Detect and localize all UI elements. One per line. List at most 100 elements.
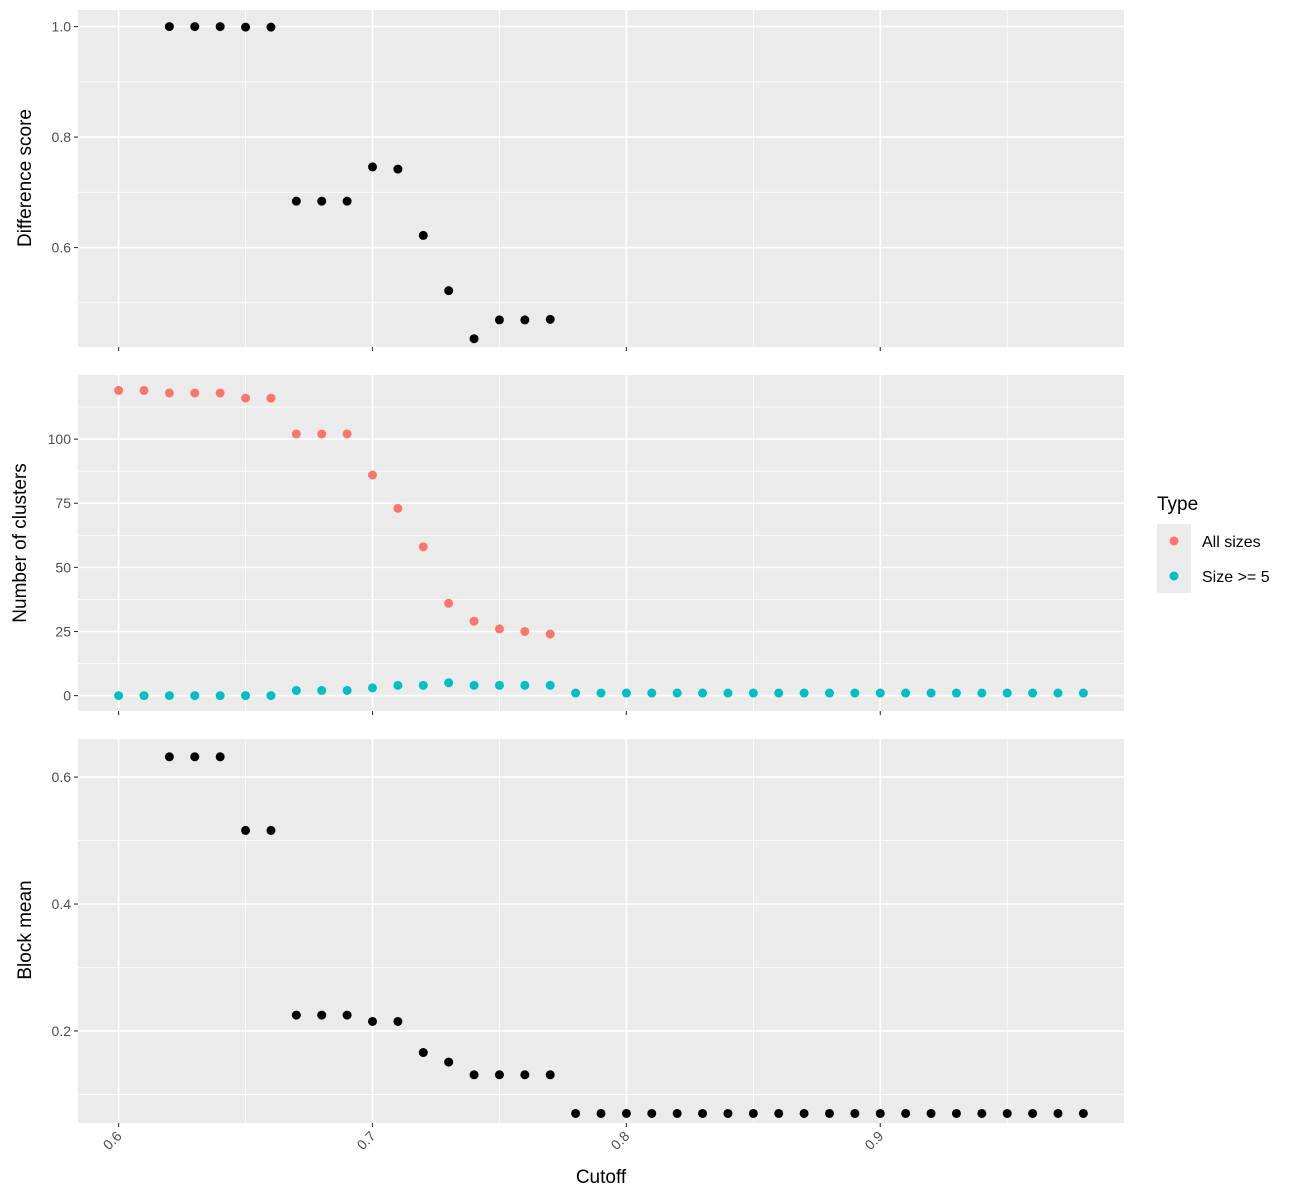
data-point	[190, 691, 200, 701]
data-point	[241, 393, 251, 403]
data-point	[164, 752, 174, 762]
data-point	[241, 825, 251, 835]
data-point	[1028, 688, 1038, 698]
data-point	[393, 680, 403, 690]
data-point	[977, 688, 987, 698]
legend: Type All sizes Size >= 5	[1157, 494, 1270, 593]
data-point	[545, 680, 555, 690]
data-point	[494, 680, 504, 690]
data-point	[1002, 688, 1012, 698]
data-point	[368, 683, 378, 693]
data-point	[901, 1108, 911, 1118]
data-point	[850, 688, 860, 698]
y-tick-label: 1.0	[52, 19, 72, 35]
data-point	[951, 688, 961, 698]
data-point	[875, 688, 885, 698]
data-point	[1053, 1108, 1063, 1118]
y-tick-label: 25	[55, 623, 71, 639]
data-point	[494, 624, 504, 634]
data-point	[190, 22, 200, 32]
panel-background	[78, 375, 1124, 711]
data-point	[799, 688, 809, 698]
data-point	[393, 503, 403, 513]
data-point	[215, 388, 225, 398]
data-point	[1028, 1108, 1038, 1118]
legend-key-size-5	[1169, 571, 1179, 581]
x-tick-label: 0.9	[861, 1128, 886, 1153]
data-point	[342, 196, 352, 206]
data-point	[774, 688, 784, 698]
data-point	[114, 385, 124, 395]
data-point	[393, 164, 403, 174]
data-point	[875, 1108, 885, 1118]
y-axis-title-number-of-clusters: Number of clusters	[10, 463, 31, 622]
y-tick-label: 50	[55, 559, 71, 575]
data-point	[418, 230, 428, 240]
data-point	[469, 616, 479, 626]
data-point	[418, 1048, 428, 1058]
y-tick-label: 0.8	[52, 129, 72, 145]
data-point	[469, 1070, 479, 1080]
data-point	[621, 1108, 631, 1118]
data-point	[190, 388, 200, 398]
data-point	[926, 1108, 936, 1118]
data-point	[266, 825, 276, 835]
data-point	[215, 22, 225, 32]
data-point	[215, 691, 225, 701]
data-point	[291, 429, 301, 439]
data-point	[545, 314, 555, 324]
data-point	[393, 1016, 403, 1026]
panel-background	[78, 739, 1124, 1123]
data-point	[139, 691, 149, 701]
data-point	[266, 691, 276, 701]
data-point	[368, 162, 378, 172]
data-point	[114, 691, 124, 701]
y-axis-title-block-mean: Block mean	[15, 880, 36, 979]
data-point	[774, 1108, 784, 1118]
data-point	[571, 688, 581, 698]
data-point	[977, 1108, 987, 1118]
x-axis-title: Cutoff	[576, 1167, 627, 1188]
x-tick-label: 0.6	[100, 1128, 125, 1153]
panel-background	[78, 10, 1124, 347]
data-point	[647, 1108, 657, 1118]
data-point	[418, 680, 428, 690]
data-point	[901, 688, 911, 698]
data-point	[317, 429, 327, 439]
data-point	[824, 1108, 834, 1118]
y-tick-label: 0	[63, 688, 71, 704]
data-point	[571, 1108, 581, 1118]
data-point	[494, 315, 504, 325]
data-point	[342, 685, 352, 695]
data-point	[342, 1010, 352, 1020]
data-point	[596, 688, 606, 698]
data-point	[748, 1108, 758, 1118]
data-point	[317, 1010, 327, 1020]
data-point	[647, 688, 657, 698]
data-point	[418, 542, 428, 552]
data-point	[139, 385, 149, 395]
data-point	[164, 691, 174, 701]
data-point	[1078, 1108, 1088, 1118]
legend-key-all-sizes	[1169, 536, 1179, 546]
data-point	[723, 688, 733, 698]
data-point	[317, 685, 327, 695]
data-point	[469, 680, 479, 690]
data-point	[444, 678, 454, 688]
legend-label-size-5: Size >= 5	[1202, 569, 1270, 586]
data-point	[698, 1108, 708, 1118]
data-point	[799, 1108, 809, 1118]
data-point	[850, 1108, 860, 1118]
data-point	[444, 286, 454, 296]
data-point	[241, 22, 251, 32]
data-point	[469, 334, 479, 344]
data-point	[596, 1108, 606, 1118]
panel-difference-score: 0.6 0.8 1.0	[52, 10, 1124, 351]
data-point	[545, 1070, 555, 1080]
data-point	[951, 1108, 961, 1118]
data-point	[164, 388, 174, 398]
data-point	[444, 598, 454, 608]
data-point	[266, 22, 276, 32]
y-tick-label: 0.6	[52, 769, 72, 785]
